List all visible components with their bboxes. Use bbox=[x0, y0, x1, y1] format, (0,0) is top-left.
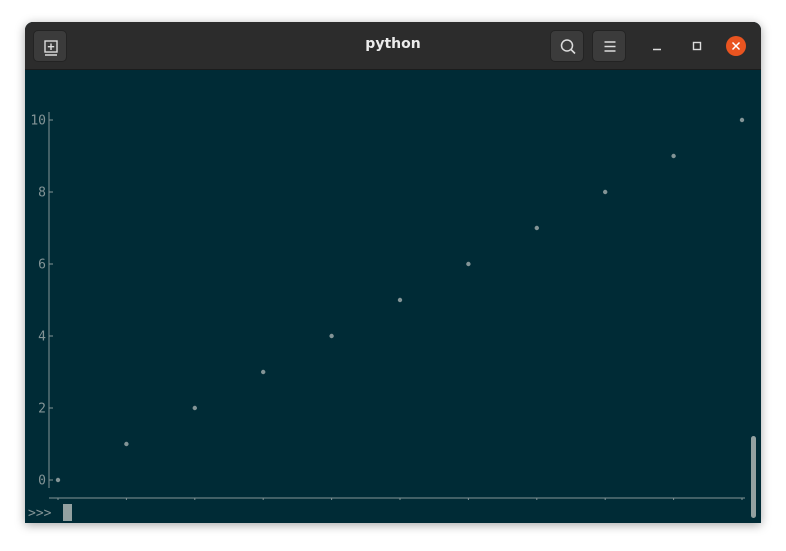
data-point-1 bbox=[124, 441, 129, 447]
data-point-0 bbox=[55, 477, 61, 483]
python-prompt: >>> bbox=[28, 506, 52, 521]
y-tick-label-0: 0 bbox=[38, 474, 46, 489]
menu-button[interactable] bbox=[592, 30, 626, 62]
close-button[interactable] bbox=[725, 35, 747, 57]
scrollbar[interactable] bbox=[751, 436, 756, 518]
terminal-area[interactable]: 0246810012345678910 >>> bbox=[25, 70, 761, 523]
close-icon bbox=[726, 36, 746, 56]
search-icon bbox=[560, 39, 576, 55]
data-point-10 bbox=[739, 117, 745, 123]
minimize-button[interactable] bbox=[646, 35, 668, 57]
search-button[interactable] bbox=[550, 30, 584, 62]
data-point-2 bbox=[192, 405, 197, 411]
y-tick-label-4: 8 bbox=[38, 186, 46, 201]
data-point-7 bbox=[534, 225, 539, 231]
maximize-button[interactable] bbox=[686, 35, 708, 57]
data-point-3 bbox=[261, 369, 266, 375]
y-tick-label-2: 4 bbox=[38, 330, 46, 345]
data-point-9 bbox=[671, 153, 676, 159]
new-tab-button[interactable] bbox=[33, 30, 67, 62]
data-point-5 bbox=[397, 297, 403, 303]
scatter-plot: 0246810012345678910 bbox=[30, 112, 745, 500]
y-tick-label-1: 2 bbox=[38, 402, 46, 417]
text-cursor bbox=[63, 504, 72, 521]
hamburger-menu-icon bbox=[604, 41, 616, 52]
data-point-4 bbox=[329, 333, 334, 339]
terminal-window: python bbox=[25, 22, 761, 523]
y-tick-label-3: 6 bbox=[38, 258, 46, 273]
new-tab-icon bbox=[44, 40, 58, 56]
minimize-icon bbox=[653, 48, 661, 51]
maximize-icon bbox=[692, 41, 702, 51]
data-point-6 bbox=[466, 261, 471, 267]
data-point-8 bbox=[603, 189, 608, 195]
y-tick-label-5: 10 bbox=[30, 114, 46, 129]
title-bar[interactable]: python bbox=[25, 22, 761, 70]
window-title: python bbox=[365, 36, 421, 52]
